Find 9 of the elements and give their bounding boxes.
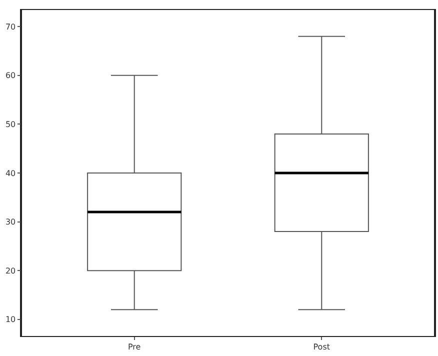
y-tick-label: 10 [5, 315, 16, 324]
y-tick-label: 50 [5, 120, 16, 129]
x-tick-label: Post [313, 342, 330, 352]
y-tick-label: 60 [5, 71, 16, 80]
y-tick-label: 70 [5, 22, 16, 32]
y-tick-label: 40 [5, 168, 16, 178]
y-tick-label: 20 [5, 266, 16, 276]
x-tick-label: Pre [128, 342, 141, 352]
y-tick-label: 30 [5, 218, 16, 227]
